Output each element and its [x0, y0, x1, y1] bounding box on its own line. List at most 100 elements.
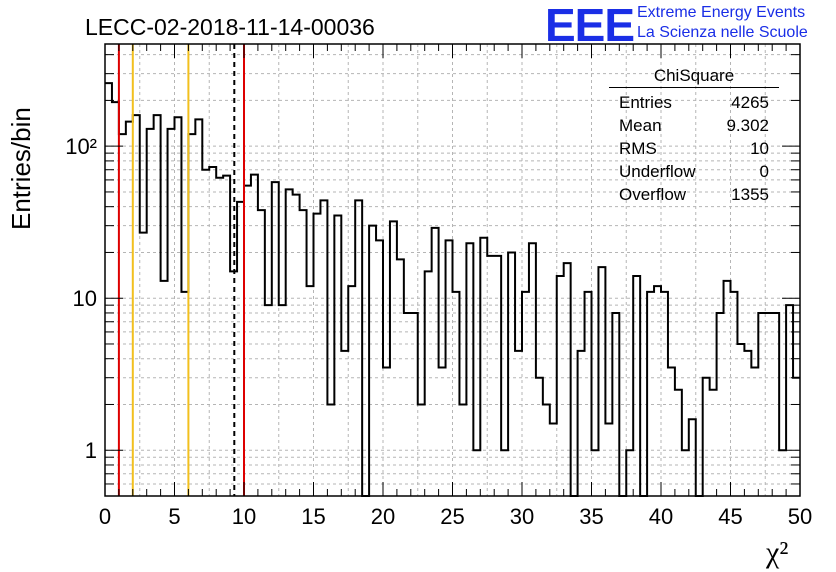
x-tick-label: 10: [232, 504, 256, 529]
histogram-bin: [459, 404, 466, 496]
histogram-series: [105, 82, 800, 497]
histogram-bin: [119, 134, 126, 496]
histogram-bin: [703, 378, 710, 496]
histogram-bin: [446, 240, 453, 496]
histogram-bin: [272, 182, 279, 496]
histogram-bin: [592, 450, 599, 496]
x-tick-label: 35: [579, 504, 603, 529]
histogram-bin: [286, 189, 293, 496]
histogram-bin: [397, 259, 404, 496]
histogram-bin: [557, 276, 564, 496]
stats-title: ChiSquare: [609, 66, 779, 88]
stats-label: Mean: [619, 115, 662, 135]
histogram-bin: [439, 368, 446, 496]
x-tick-label: 25: [440, 504, 464, 529]
histogram-bin: [737, 344, 744, 496]
eee-logo: EEE: [545, 0, 635, 51]
x-tick-label: 20: [371, 504, 395, 529]
histogram-bin: [758, 313, 765, 496]
histogram-bin: [383, 368, 390, 496]
histogram-bin: [536, 378, 543, 496]
y-axis-label: Entries/bin: [6, 107, 36, 230]
stats-value: 10: [750, 138, 769, 158]
histogram-bin: [418, 404, 425, 496]
x-tick-label: 40: [649, 504, 673, 529]
histogram-bin: [334, 215, 341, 496]
histogram-bin: [223, 176, 230, 496]
histogram-bin: [689, 419, 696, 496]
stats-box: ChiSquare Entries 4265 Mean 9.302 RMS 10 Un…: [609, 66, 779, 206]
histogram-bin: [675, 390, 682, 496]
stats-label: Entries: [619, 92, 672, 112]
histogram-bin: [585, 292, 592, 496]
chart-title: LECC-02-2018-11-14-00036: [85, 14, 375, 40]
histogram-bin: [473, 450, 480, 496]
stats-value: 9.302: [726, 115, 769, 135]
histogram-bin: [501, 450, 508, 496]
stats-row-entries: Entries 4265: [609, 91, 777, 114]
histogram-bin: [265, 305, 272, 496]
stats-value: 1355: [731, 184, 769, 204]
histogram-bin: [654, 286, 661, 496]
histogram-bin: [717, 313, 724, 496]
histogram-bin: [494, 256, 501, 496]
stats-row-underflow: Underflow 0: [609, 160, 777, 183]
histogram-bin: [279, 305, 286, 496]
histogram-bin: [543, 404, 550, 496]
histogram-bin: [314, 214, 321, 496]
stats-value: 4265: [731, 92, 769, 112]
histogram-bin: [529, 243, 536, 496]
stats-label: Underflow: [619, 161, 696, 181]
histogram-bin: [626, 450, 633, 496]
histogram-bin: [661, 292, 668, 496]
histogram-bin: [724, 281, 731, 496]
histogram-bin: [453, 292, 460, 496]
histogram-bin: [175, 117, 182, 496]
histogram-bin: [140, 233, 147, 496]
histogram-bin: [404, 313, 411, 496]
stats-label: RMS: [619, 138, 657, 158]
histogram-bin: [348, 286, 355, 496]
histogram-bin: [786, 305, 793, 496]
histogram-bin: [647, 292, 654, 496]
histogram-bin: [425, 271, 432, 496]
histogram-bin: [411, 313, 418, 496]
histogram-bin: [202, 170, 209, 496]
histogram-bin: [307, 286, 314, 496]
stats-row-mean: Mean 9.302: [609, 114, 777, 137]
histogram-bin: [751, 368, 758, 496]
x-tick-label: 30: [510, 504, 534, 529]
histogram-bin: [181, 292, 188, 496]
histogram-bin: [550, 423, 557, 496]
histogram-bin: [320, 200, 327, 496]
logo-line-1: Extreme Energy Events: [637, 4, 806, 21]
x-tick-label: 0: [99, 504, 111, 529]
histogram-bin: [564, 263, 571, 496]
y-tick-label: 10²: [65, 134, 97, 159]
histogram-bin: [168, 129, 175, 496]
histogram-bin: [731, 292, 738, 496]
histogram-bin: [605, 423, 612, 496]
histogram-bin: [105, 83, 112, 496]
x-tick-label: 5: [168, 504, 180, 529]
histogram-bin: [376, 240, 383, 496]
histogram-bin: [154, 115, 161, 496]
histogram-bin: [779, 450, 786, 496]
histogram-bin: [195, 119, 202, 496]
histogram-bin: [744, 351, 751, 496]
stats-row-rms: RMS 10: [609, 137, 777, 160]
x-tick-label: 15: [301, 504, 325, 529]
histogram-bin: [161, 281, 168, 496]
histogram-bin: [772, 313, 779, 496]
histogram-bin: [508, 252, 515, 496]
histogram-bin: [237, 202, 244, 496]
histogram-bin: [126, 122, 133, 496]
histogram-bin: [300, 210, 307, 496]
histogram-bin: [216, 178, 223, 496]
x-axis-label: χ²: [766, 536, 789, 569]
histogram-bin: [682, 450, 689, 496]
histogram-bin: [293, 195, 300, 496]
histogram-bin: [480, 238, 487, 496]
histogram-bin: [133, 115, 140, 496]
